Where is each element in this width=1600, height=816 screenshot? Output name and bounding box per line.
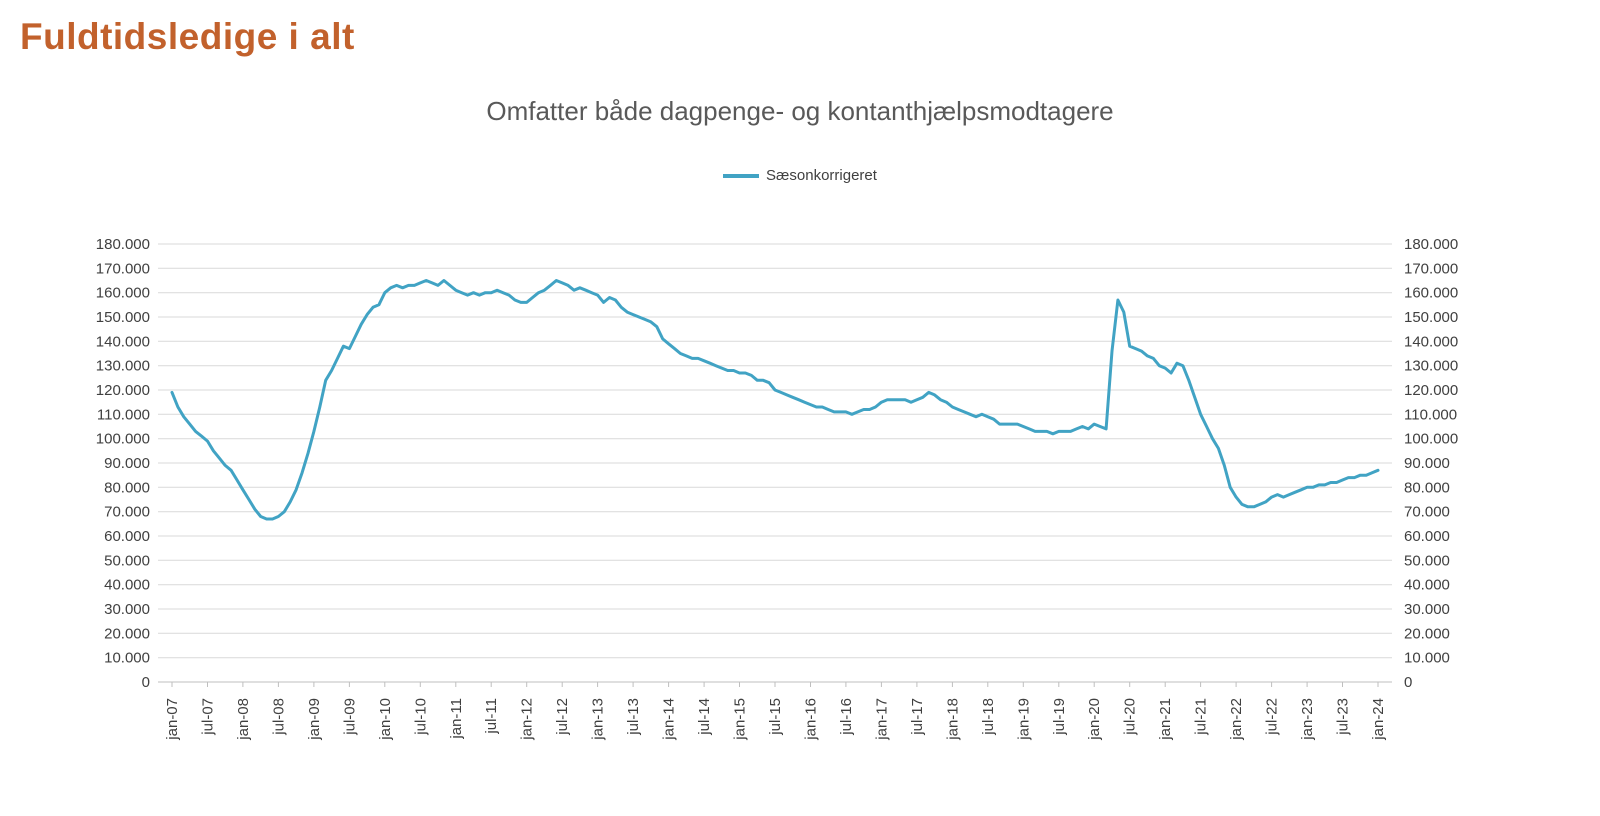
svg-text:10.000: 10.000 [1404, 650, 1450, 667]
svg-text:jul-15: jul-15 [767, 698, 784, 736]
svg-text:10.000: 10.000 [104, 650, 150, 667]
svg-text:90.000: 90.000 [104, 455, 150, 472]
svg-text:jan-15: jan-15 [732, 698, 749, 741]
line-chart: 0 10.000 20.000 30.000 40.000 50.000 60.000 70.… [96, 236, 1458, 741]
svg-text:jan-12: jan-12 [519, 698, 536, 741]
chart-container: Omfatter både dagpenge- og kontanthjælps… [0, 96, 1600, 778]
svg-text:60.000: 60.000 [104, 528, 150, 545]
svg-text:170.000: 170.000 [1404, 260, 1458, 277]
svg-text:jul-17: jul-17 [909, 698, 926, 736]
svg-text:jan-20: jan-20 [1086, 698, 1103, 741]
x-axis-ticks [171, 682, 1379, 687]
svg-text:0: 0 [1404, 674, 1412, 691]
page-title: Fuldtidsledige i alt [20, 16, 355, 57]
svg-text:jul-22: jul-22 [1264, 698, 1281, 736]
svg-text:150.000: 150.000 [96, 309, 150, 326]
svg-text:120.000: 120.000 [1404, 382, 1458, 399]
series-line-saesonkorrigeret [170, 279, 1380, 521]
chart-title: Omfatter både dagpenge- og kontanthjælps… [486, 96, 1114, 126]
svg-text:0: 0 [142, 674, 150, 691]
svg-text:jan-21: jan-21 [1157, 698, 1174, 741]
svg-text:100.000: 100.000 [96, 431, 150, 448]
svg-text:jan-23: jan-23 [1299, 698, 1316, 741]
svg-text:20.000: 20.000 [104, 625, 150, 642]
y-axis-left-labels: 0 10.000 20.000 30.000 40.000 50.000 60.000 70.… [96, 236, 150, 691]
svg-text:jul-11: jul-11 [483, 698, 500, 735]
svg-text:140.000: 140.000 [1404, 333, 1458, 350]
svg-text:130.000: 130.000 [96, 358, 150, 375]
svg-text:50.000: 50.000 [104, 552, 150, 569]
legend-label: Sæsonkorrigeret [766, 167, 877, 184]
svg-text:jan-11: jan-11 [448, 698, 465, 740]
legend: Sæsonkorrigeret [0, 167, 1600, 184]
gridlines [158, 243, 1392, 683]
svg-text:40.000: 40.000 [104, 577, 150, 594]
svg-text:170.000: 170.000 [96, 260, 150, 277]
svg-text:180.000: 180.000 [1404, 236, 1458, 253]
svg-text:160.000: 160.000 [1404, 285, 1458, 302]
svg-text:jul-12: jul-12 [554, 698, 571, 736]
svg-text:jul-18: jul-18 [980, 698, 997, 736]
svg-text:40.000: 40.000 [1404, 577, 1450, 594]
svg-text:jan-24: jan-24 [1370, 698, 1387, 741]
page: Fuldtidsledige i alt Omfatter både dagpe… [0, 16, 1600, 778]
svg-text:jan-07: jan-07 [164, 698, 181, 741]
svg-text:jan-08: jan-08 [235, 698, 252, 741]
svg-text:80.000: 80.000 [1404, 479, 1450, 496]
svg-text:jan-13: jan-13 [590, 698, 607, 741]
svg-text:150.000: 150.000 [1404, 309, 1458, 326]
svg-text:50.000: 50.000 [1404, 552, 1450, 569]
svg-text:jul-23: jul-23 [1335, 698, 1352, 736]
svg-text:30.000: 30.000 [1404, 601, 1450, 618]
svg-text:jan-19: jan-19 [1015, 698, 1032, 741]
svg-text:jul-09: jul-09 [341, 698, 358, 736]
svg-text:jul-08: jul-08 [270, 698, 287, 736]
svg-text:jul-21: jul-21 [1193, 698, 1210, 736]
svg-text:60.000: 60.000 [1404, 528, 1450, 545]
svg-text:jul-07: jul-07 [200, 698, 217, 736]
svg-text:160.000: 160.000 [96, 285, 150, 302]
svg-text:120.000: 120.000 [96, 382, 150, 399]
svg-text:jan-16: jan-16 [803, 698, 820, 741]
svg-text:180.000: 180.000 [96, 236, 150, 253]
x-axis-labels: jan-07 jul-07 jan-08 jul-08 jan-09 jul-09 jan-… [164, 698, 1387, 741]
svg-text:80.000: 80.000 [104, 479, 150, 496]
svg-text:110.000: 110.000 [97, 406, 150, 423]
svg-text:70.000: 70.000 [104, 504, 150, 521]
svg-text:jan-22: jan-22 [1228, 698, 1245, 741]
y-axis-right-labels: 0 10.000 20.000 30.000 40.000 50.000 60.000 70.… [1404, 236, 1458, 691]
svg-text:jul-19: jul-19 [1051, 698, 1068, 736]
svg-text:jan-09: jan-09 [306, 698, 323, 741]
svg-text:jan-14: jan-14 [661, 698, 678, 741]
svg-text:110.000: 110.000 [1404, 406, 1457, 423]
legend-line-swatch [723, 173, 760, 178]
svg-text:90.000: 90.000 [1404, 455, 1450, 472]
svg-text:jul-13: jul-13 [625, 698, 642, 736]
svg-text:jan-17: jan-17 [873, 698, 890, 741]
svg-text:20.000: 20.000 [1404, 625, 1450, 642]
svg-text:70.000: 70.000 [1404, 504, 1450, 521]
svg-text:140.000: 140.000 [96, 333, 150, 350]
svg-text:jul-10: jul-10 [412, 698, 429, 736]
svg-text:jan-18: jan-18 [944, 698, 961, 741]
svg-text:jan-10: jan-10 [377, 698, 394, 741]
svg-text:100.000: 100.000 [1404, 431, 1458, 448]
svg-text:30.000: 30.000 [104, 601, 150, 618]
svg-text:jul-20: jul-20 [1122, 698, 1139, 736]
svg-text:jul-14: jul-14 [696, 698, 713, 736]
svg-text:130.000: 130.000 [1404, 358, 1458, 375]
svg-text:jul-16: jul-16 [838, 698, 855, 736]
